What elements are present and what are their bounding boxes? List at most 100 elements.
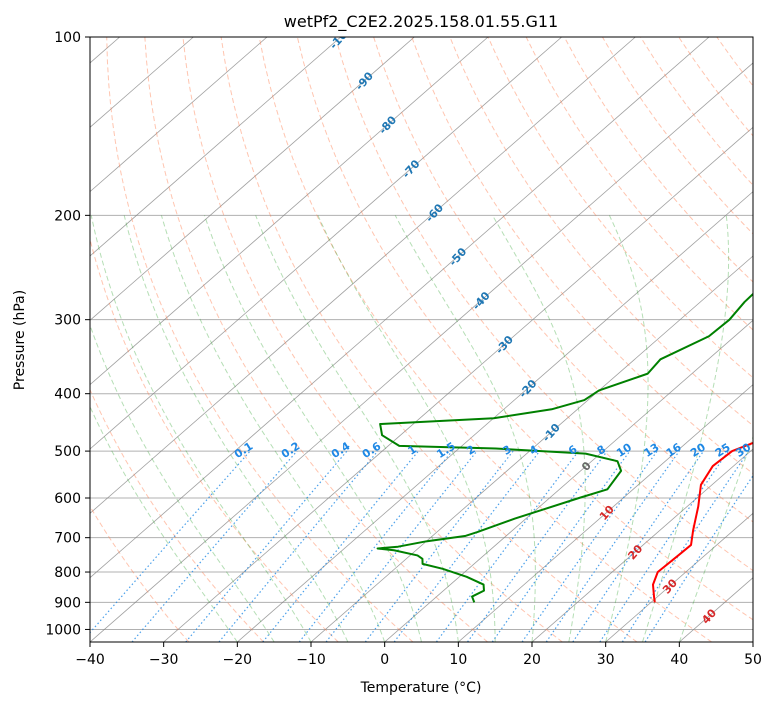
dry-adiabat [335,37,753,572]
dry-adiabat [755,37,775,642]
x-tick-label: −20 [223,652,253,668]
mixing-ratio-label: 1 [406,443,420,458]
isotherm-line [90,37,710,579]
isotherm-line [90,37,489,386]
x-tick-label: 50 [744,652,762,668]
y-tick-label: 500 [54,444,81,460]
mixing-ratio-line [644,474,753,642]
mixing-ratio-line [298,450,453,642]
temperature-profile [651,441,753,603]
dry-adiabat [487,37,753,379]
mixing-ratio-line [131,450,298,642]
moist-adiabat [255,215,459,642]
x-axis-title: Temperature (°C) [360,680,482,696]
y-tick-label: 200 [54,208,81,224]
data-layer [376,292,753,603]
dry-adiabat [640,37,753,186]
isotherm-line [90,37,341,257]
moist-adiabat [90,405,238,642]
isotherm-label: -90 [353,69,376,93]
mixing-ratio-line [599,450,729,642]
y-tick-label: 800 [54,565,81,581]
moist-adiabat [642,215,730,642]
dry-adiabat [296,37,753,621]
mixing-ratio-line [262,450,419,642]
isotherm-line [90,37,268,193]
y-tick-label: 900 [54,595,81,611]
isotherm-line [384,319,753,642]
y-tick-label: 1000 [45,622,81,638]
mixing-ratio-line [218,450,379,642]
mixing-ratio-line [491,450,631,642]
mixing-ratio-line [545,450,680,642]
isotherm-label: -30 [493,333,516,357]
mixing-ratio-line [572,450,705,642]
dry-adiabat [373,37,753,523]
dry-adiabat [525,37,753,331]
mixing-ratio-label: 10 [614,440,634,459]
mixing-ratio-label: 20 [688,440,708,459]
y-tick-label: 300 [54,313,81,329]
isotherm-label: -80 [376,113,399,137]
mixing-ratio-line [90,450,251,634]
isotherm-line [605,512,753,642]
x-tick-label: 0 [380,652,389,668]
moist-adiabat [394,215,536,642]
dry-adiabat [90,388,264,642]
dry-adiabat [258,37,713,642]
isotherm-label: -20 [516,377,539,401]
x-tick-label: −10 [296,652,326,668]
dry-adiabat [563,37,753,283]
isotherm-label: -50 [446,245,469,269]
mixing-ratio-line [393,450,541,642]
mixing-ratio-label: 2 [464,443,478,458]
plot-area [90,37,775,642]
mixing-ratio-label: 6 [566,443,580,458]
isotherm-label: -40 [470,289,493,313]
dry-adiabat [144,37,488,642]
x-tick-label: 20 [523,652,541,668]
moist-adiabat [605,215,649,642]
dry-adiabat [411,37,753,475]
y-tick-label: 700 [54,531,81,547]
dry-adiabat [90,505,190,642]
mixing-ratio-label: 0.6 [360,439,384,461]
moist-adiabat [492,215,586,642]
mixing-ratio-label: 36 [754,440,774,459]
mixing-ratio-line [467,450,608,642]
y-tick-label: 600 [54,491,81,507]
mixing-ratio-line [185,450,348,642]
isotherm-line [90,37,194,128]
mixing-ratio-label: 0.4 [329,439,353,461]
dewpoint-profile [376,292,753,603]
isotherm-line [163,126,753,642]
x-tick-label: 30 [597,652,615,668]
chart-title: wetPf2_C2E2.2025.158.01.55.G11 [284,12,558,32]
dry-adiabat [106,37,414,642]
mixing-ratio-label: 0.2 [279,439,302,461]
dry-adiabat [182,37,563,642]
isotherm-line [531,448,753,642]
x-tick-label: 10 [449,652,467,668]
isotherm-line [90,62,753,642]
mixing-ratio-label: 16 [664,440,684,459]
axes: −40 −30 −20 −10 0 10 20 30 40 5010020030040050060… [45,30,762,668]
isotherm-line [237,191,753,642]
y-tick-label: 100 [54,30,81,46]
isotherm-label: -70 [400,157,423,181]
moist-adiabat [204,215,422,642]
isotherm-line [90,37,415,321]
dry-adiabat [90,237,339,642]
isotherm-line [752,641,753,642]
isotherm-line [90,37,562,450]
isotherm-line [458,384,753,642]
dry-adiabat [220,37,638,642]
x-tick-label: −30 [149,652,179,668]
isotherm-line [679,577,753,642]
plot-frame [89,36,754,643]
moist-adiabat [160,215,386,642]
isotherm-line [90,37,636,514]
moist-adiabat [123,215,349,642]
mixing-ratio-label: 1.5 [434,440,457,462]
